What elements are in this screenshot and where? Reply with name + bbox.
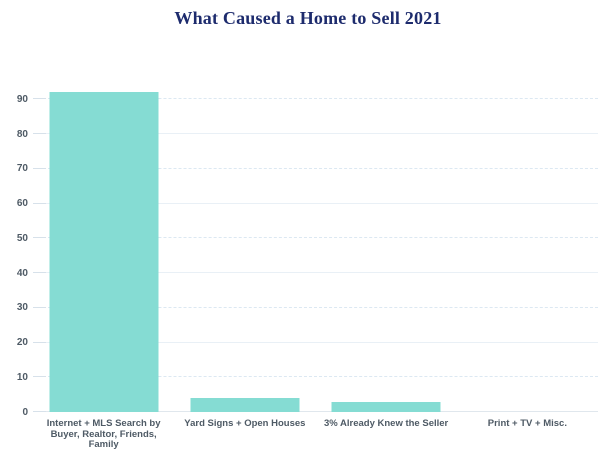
plot-area: [33, 82, 598, 412]
gridline: [33, 237, 598, 239]
axis-tick: [33, 98, 46, 100]
axis-tick: [33, 306, 46, 308]
axis-tick: [33, 202, 46, 204]
gridline: [33, 167, 598, 169]
y-axis-tick-label: 20: [16, 337, 28, 349]
x-axis-label-print-tv: Print + TV + Misc.: [457, 418, 598, 451]
bar: [49, 92, 159, 412]
y-axis-tick-label: 30: [16, 302, 28, 314]
y-axis-tick-label: 0: [22, 406, 28, 418]
gridline: [33, 411, 598, 412]
bar: [190, 398, 300, 412]
y-axis-tick-label: 10: [16, 371, 28, 383]
axis-tick: [33, 411, 46, 412]
gridline: [33, 98, 598, 100]
gridline: [33, 306, 598, 308]
x-axis-labels: Internet + MLS Search by Buyer, Realtor,…: [33, 418, 598, 451]
x-axis-label-text: Internet + MLS Search by Buyer, Realtor,…: [46, 418, 161, 451]
axis-tick: [33, 341, 46, 343]
axis-tick: [33, 133, 46, 135]
x-axis-label-text: 3% Already Knew the Seller: [323, 418, 449, 429]
x-axis-label-yard-signs: Yard Signs + Open Houses: [174, 418, 315, 451]
gridline: [33, 133, 598, 135]
x-axis-label-text: Print + TV + Misc.: [487, 418, 567, 429]
y-axis-tick-label: 90: [16, 93, 28, 105]
y-axis-tick-label: 80: [16, 128, 28, 140]
axis-tick: [33, 272, 46, 274]
y-axis-tick-label: 60: [16, 198, 28, 210]
bar: [331, 401, 441, 412]
gridline: [33, 341, 598, 343]
bar-chart: 0 10 20 30 40 50 60 70 80 90 Internet + MLS Searc…: [0, 82, 616, 450]
gridline: [33, 272, 598, 274]
y-axis-tick-label: 50: [16, 232, 28, 244]
axis-tick: [33, 376, 46, 378]
x-axis-label-knew-seller: 3% Already Knew the Seller: [316, 418, 457, 451]
chart-title: What Caused a Home to Sell 2021: [174, 8, 442, 28]
gridline: [33, 376, 598, 378]
y-axis-tick-label: 40: [16, 267, 28, 279]
y-axis: 0 10 20 30 40 50 60 70 80 90: [0, 82, 28, 418]
x-axis-label-text: Yard Signs + Open Houses: [184, 418, 306, 429]
x-axis-label-internet-mls: Internet + MLS Search by Buyer, Realtor,…: [33, 418, 174, 451]
y-axis-tick-label: 70: [16, 163, 28, 175]
axis-tick: [33, 167, 46, 169]
axis-tick: [33, 237, 46, 239]
gridline: [33, 202, 598, 204]
